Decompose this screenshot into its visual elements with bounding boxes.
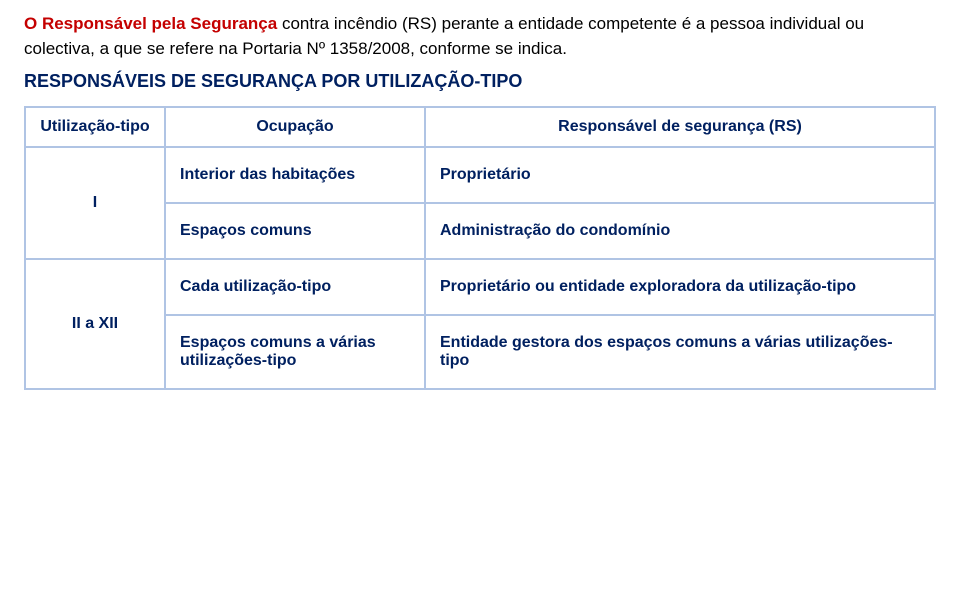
occupation-cell: Cada utilização-tipo (165, 259, 425, 315)
responsible-cell: Proprietário ou entidade exploradora da … (425, 259, 935, 315)
intro-highlight: O Responsável pela Segurança (24, 14, 277, 33)
responsible-cell: Proprietário (425, 147, 935, 203)
subtitle: RESPONSÁVEIS DE SEGURANÇA POR UTILIZAÇÃO… (24, 71, 936, 92)
header-col1: Utilização-tipo (25, 107, 165, 147)
header-col2: Ocupação (165, 107, 425, 147)
responsible-cell: Administração do condomínio (425, 203, 935, 259)
table-header-row: Utilização-tipo Ocupação Responsável de … (25, 107, 935, 147)
occupation-cell: Espaços comuns (165, 203, 425, 259)
occupation-cell: Espaços comuns a várias utilizações-tipo (165, 315, 425, 389)
group-label: I (25, 147, 165, 259)
table-row: I Interior das habitações Proprietário (25, 147, 935, 203)
group-label: II a XII (25, 259, 165, 389)
table-row: II a XII Cada utilização-tipo Proprietár… (25, 259, 935, 315)
responsaveis-table: Utilização-tipo Ocupação Responsável de … (24, 106, 936, 390)
header-col3: Responsável de segurança (RS) (425, 107, 935, 147)
responsible-cell: Entidade gestora dos espaços comuns a vá… (425, 315, 935, 389)
occupation-cell: Interior das habitações (165, 147, 425, 203)
intro-paragraph: O Responsável pela Segurança contra incê… (24, 12, 936, 61)
